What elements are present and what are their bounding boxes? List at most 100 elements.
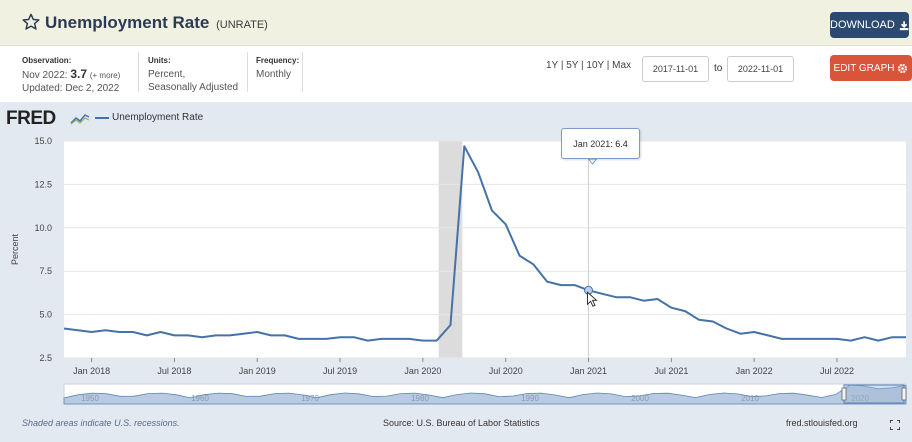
- observation-date: Nov 2022:: [22, 70, 68, 81]
- data-point[interactable]: [62, 326, 66, 330]
- data-point[interactable]: [283, 333, 287, 337]
- data-point[interactable]: [366, 339, 370, 343]
- data-point[interactable]: [490, 208, 494, 212]
- data-point[interactable]: [504, 222, 508, 226]
- data-point[interactable]: [448, 323, 452, 327]
- data-point[interactable]: [656, 297, 660, 301]
- data-point[interactable]: [297, 337, 301, 341]
- data-point[interactable]: [766, 333, 770, 337]
- navigator-handle-left[interactable]: [841, 387, 847, 401]
- data-point[interactable]: [186, 333, 190, 337]
- navigator-series: [63, 384, 907, 405]
- data-point[interactable]: [310, 337, 314, 341]
- data-point[interactable]: [172, 333, 176, 337]
- data-point[interactable]: [614, 295, 618, 299]
- data-point[interactable]: [628, 295, 632, 299]
- data-point[interactable]: [241, 332, 245, 336]
- data-point[interactable]: [435, 339, 439, 343]
- data-point[interactable]: [531, 262, 535, 266]
- data-point[interactable]: [738, 332, 742, 336]
- data-point[interactable]: [462, 144, 466, 148]
- data-point[interactable]: [904, 335, 908, 339]
- data-point[interactable]: [324, 337, 328, 341]
- data-point[interactable]: [214, 333, 218, 337]
- series-line: [63, 145, 906, 342]
- data-point[interactable]: [752, 330, 756, 334]
- data-point[interactable]: [642, 299, 646, 303]
- data-point[interactable]: [725, 326, 729, 330]
- navigator-year-label: 1970: [301, 394, 319, 403]
- y-axis-label: Percent: [10, 233, 20, 265]
- data-point[interactable]: [835, 337, 839, 341]
- download-button[interactable]: DOWNLOAD: [830, 12, 909, 38]
- x-tick-label: Jul 2020: [489, 366, 523, 376]
- data-point[interactable]: [849, 339, 853, 343]
- range-selector[interactable]: 1Y | 5Y | 10Y | Max: [546, 60, 632, 71]
- units-line2: Seasonally Adjusted: [148, 82, 239, 93]
- to-label: to: [714, 63, 723, 74]
- data-point[interactable]: [255, 330, 259, 334]
- data-point[interactable]: [573, 283, 577, 287]
- x-tick-label: Jul 2019: [323, 366, 357, 376]
- data-point[interactable]: [76, 328, 80, 332]
- data-point[interactable]: [545, 280, 549, 284]
- data-point[interactable]: [117, 330, 121, 334]
- data-point[interactable]: [352, 335, 356, 339]
- data-point[interactable]: [103, 328, 107, 332]
- navigator-handle-right[interactable]: [901, 387, 907, 401]
- navigator-selection[interactable]: [843, 384, 905, 404]
- divider: [247, 52, 248, 92]
- star-icon[interactable]: [22, 13, 40, 31]
- data-point[interactable]: [600, 292, 604, 296]
- data-point[interactable]: [269, 333, 273, 337]
- edit-graph-button[interactable]: EDIT GRAPH: [830, 55, 912, 81]
- frequency-head: Frequency:: [256, 56, 300, 65]
- data-point[interactable]: [807, 337, 811, 341]
- data-point[interactable]: [821, 337, 825, 341]
- data-point[interactable]: [338, 335, 342, 339]
- navigator-year-label: 2020: [851, 394, 869, 403]
- data-point[interactable]: [876, 339, 880, 343]
- data-point[interactable]: [145, 333, 149, 337]
- x-tick-label: Jan 2020: [404, 366, 441, 376]
- data-point[interactable]: [159, 330, 163, 334]
- end-date-input[interactable]: 2022-11-01: [727, 56, 794, 82]
- site-url[interactable]: fred.stlouisfed.org: [786, 418, 858, 428]
- data-point[interactable]: [711, 320, 715, 324]
- page-title: Unemployment Rate (UNRATE): [45, 13, 268, 33]
- observation-more-link[interactable]: (+ more): [89, 71, 121, 80]
- data-point[interactable]: [476, 170, 480, 174]
- data-point[interactable]: [890, 335, 894, 339]
- data-point[interactable]: [697, 318, 701, 322]
- source-text: Source: U.S. Bureau of Labor Statistics: [383, 418, 540, 428]
- series-id: (UNRATE): [216, 19, 268, 31]
- data-point[interactable]: [407, 337, 411, 341]
- data-point[interactable]: [421, 339, 425, 343]
- recession-shade: [438, 141, 463, 358]
- data-point[interactable]: [379, 337, 383, 341]
- data-point[interactable]: [780, 337, 784, 341]
- observation-value: 3.7: [70, 67, 88, 81]
- navigator-year-label: 2010: [741, 394, 759, 403]
- data-point[interactable]: [200, 335, 204, 339]
- data-point[interactable]: [559, 283, 563, 287]
- data-point[interactable]: [393, 337, 397, 341]
- navigator-year-label: 2000: [631, 394, 649, 403]
- data-point[interactable]: [131, 330, 135, 334]
- frequency-value: Monthly: [256, 69, 292, 80]
- y-tick-label: 7.5: [39, 266, 52, 276]
- data-point[interactable]: [794, 337, 798, 341]
- start-date-input[interactable]: 2017-11-01: [642, 56, 709, 82]
- y-tick-label: 12.5: [34, 179, 52, 189]
- data-point[interactable]: [518, 254, 522, 258]
- data-point[interactable]: [228, 333, 232, 337]
- data-point[interactable]: [90, 330, 94, 334]
- recession-note: Shaded areas indicate U.S. recessions.: [22, 418, 180, 428]
- title-text: Unemployment Rate: [45, 13, 210, 32]
- data-point[interactable]: [669, 306, 673, 310]
- navigator-year-label: 1950: [81, 394, 99, 403]
- observation-head: Observation:: [22, 56, 72, 65]
- data-point[interactable]: [683, 309, 687, 313]
- chart-tooltip: Jan 2021: 6.4: [561, 128, 640, 159]
- data-point[interactable]: [863, 335, 867, 339]
